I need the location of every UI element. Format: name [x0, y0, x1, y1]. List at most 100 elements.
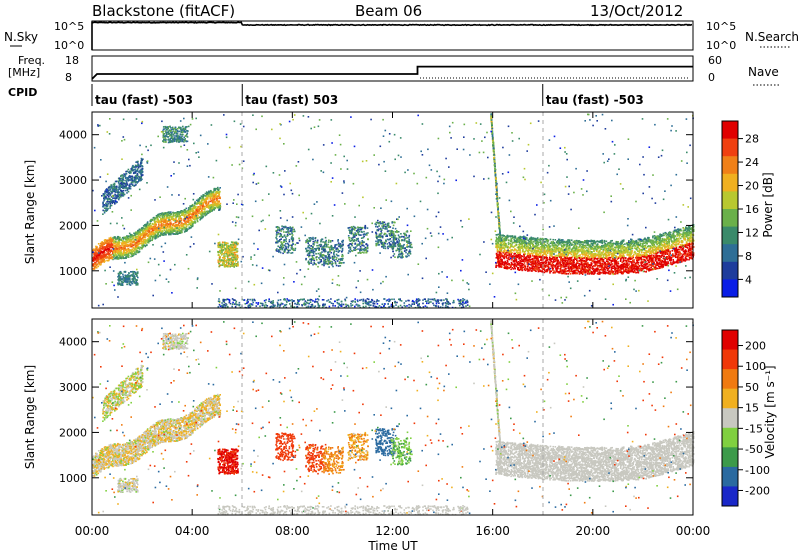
power-pixel	[333, 259, 336, 261]
power-pixel	[348, 244, 350, 246]
power-pixel	[133, 185, 135, 187]
power-pixel	[312, 246, 314, 248]
power-pixel	[125, 185, 127, 187]
power-pixel	[141, 233, 143, 235]
power-pixel	[145, 228, 148, 230]
power-pixel	[492, 142, 495, 144]
power-pixel	[133, 281, 135, 284]
power-pixel	[131, 184, 134, 187]
power-pixel	[103, 261, 106, 263]
power-pixel	[156, 218, 158, 221]
power-pixel	[120, 255, 122, 257]
power-pixel	[285, 240, 287, 242]
power-pixel	[285, 247, 288, 250]
power-pixel	[163, 141, 165, 143]
power-pixel	[141, 178, 143, 181]
power-pixel	[205, 195, 207, 197]
power-pixel	[196, 202, 198, 204]
power-pixel	[192, 210, 195, 212]
power-pixel	[120, 174, 123, 177]
power-pixel	[392, 250, 394, 253]
power-pixel	[191, 205, 194, 207]
power-pixel	[97, 249, 99, 251]
power-pixel	[216, 196, 218, 198]
power-pixel	[324, 258, 327, 261]
power-pixel	[234, 242, 236, 244]
power-pixel	[101, 241, 103, 243]
power-pixel	[351, 238, 354, 241]
power-pixel	[495, 186, 498, 189]
power-pixel	[280, 234, 283, 236]
power-pixel	[126, 183, 129, 186]
power-pixel	[154, 229, 156, 231]
nsearch-label: N.Search	[745, 30, 799, 44]
nave-label: Nave	[748, 65, 779, 79]
power-pixel	[116, 238, 118, 241]
power-pixel	[164, 212, 166, 215]
power-pixel	[136, 176, 139, 179]
power-pixel	[187, 211, 190, 214]
power-pixel	[121, 191, 124, 193]
power-pixel	[327, 251, 330, 253]
power-pixel	[194, 201, 196, 203]
power-pixel	[157, 221, 159, 223]
power-pixel	[120, 180, 123, 182]
power-pixel	[142, 225, 145, 227]
power-pixel	[125, 245, 128, 247]
power-pixel	[120, 192, 122, 195]
power-pixel	[109, 205, 111, 208]
power-pixel	[375, 231, 377, 234]
power-pixel	[392, 236, 395, 239]
power-pixel	[336, 260, 339, 262]
power-pixel	[405, 249, 408, 251]
power-pixel	[161, 233, 163, 236]
power-pixel	[391, 222, 393, 224]
power-pixel	[103, 193, 106, 196]
power-pixel	[229, 257, 231, 260]
power-pixel	[381, 246, 383, 248]
power-pixel	[183, 209, 186, 211]
power-pixel	[124, 249, 126, 252]
power-pixel	[276, 248, 278, 250]
power-pixel	[189, 212, 191, 214]
power-pixel	[109, 257, 111, 260]
power-pixel	[100, 257, 102, 259]
power-pixel	[497, 215, 500, 218]
power-pixel	[161, 225, 164, 227]
power-pixel	[196, 203, 198, 206]
power-pixel	[220, 249, 223, 252]
power-pixel	[309, 251, 312, 254]
power-pixel	[172, 214, 175, 216]
power-pixel	[191, 203, 194, 206]
power-pixel	[183, 214, 186, 217]
power-pixel	[137, 231, 139, 234]
power-pixel	[138, 234, 140, 236]
power-pixel	[233, 263, 235, 266]
power-pixel	[317, 252, 320, 255]
power-pixel	[109, 240, 112, 243]
power-pixel	[175, 131, 177, 133]
power-pixel	[356, 230, 358, 232]
power-pixel	[134, 282, 137, 285]
power-pixel	[104, 253, 107, 256]
power-pixel	[136, 251, 138, 254]
power-pixel	[159, 235, 161, 237]
power-pixel	[161, 220, 163, 223]
power-pixel	[103, 197, 105, 200]
power-pixel	[103, 239, 106, 242]
power-pixel	[180, 229, 183, 232]
power-pixel	[199, 211, 202, 213]
power-pixel	[216, 190, 218, 193]
power-pixel	[116, 190, 119, 193]
power-pixel	[168, 224, 170, 227]
power-pixel	[397, 245, 400, 247]
power-pixel	[155, 216, 158, 219]
power-pixel	[287, 249, 290, 252]
power-pixel	[171, 228, 173, 231]
power-pixel	[201, 211, 204, 213]
power-pixel	[492, 139, 494, 142]
power-pixel	[236, 258, 238, 261]
power-pixel	[361, 244, 363, 247]
power-pixel	[283, 241, 285, 243]
power-pixel	[108, 242, 111, 244]
